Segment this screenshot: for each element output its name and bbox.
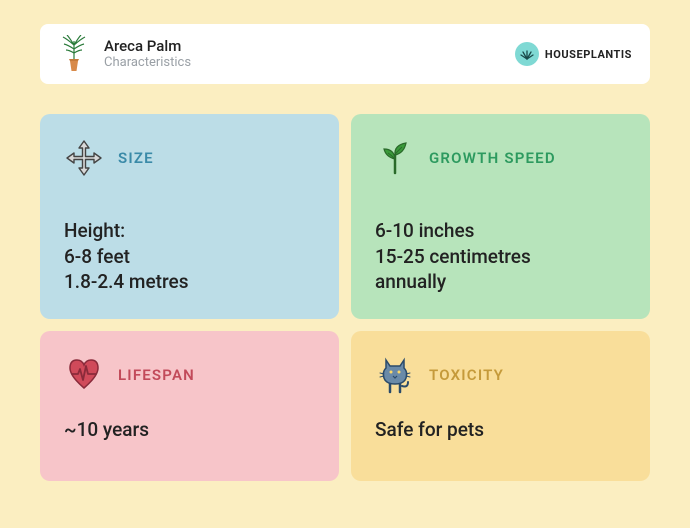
cat-icon bbox=[375, 355, 415, 395]
card-toxicity-body: Safe for pets bbox=[375, 417, 626, 443]
card-size-body: Height: 6-8 feet 1.8-2.4 metres bbox=[64, 218, 315, 295]
brand: HOUSEPLANTIS bbox=[515, 42, 632, 66]
card-grid: SIZE Height: 6-8 feet 1.8-2.4 metres GRO… bbox=[40, 114, 650, 481]
card-lifespan-head: LIFESPAN bbox=[64, 355, 315, 395]
arrows-icon bbox=[64, 138, 104, 178]
card-lifespan: LIFESPAN ~10 years bbox=[40, 331, 339, 481]
heartbeat-icon bbox=[64, 355, 104, 395]
card-size: SIZE Height: 6-8 feet 1.8-2.4 metres bbox=[40, 114, 339, 319]
plant-pot-icon bbox=[58, 34, 90, 74]
card-growth-head: GROWTH SPEED bbox=[375, 138, 626, 178]
card-toxicity-head: TOXICITY bbox=[375, 355, 626, 395]
card-toxicity: TOXICITY Safe for pets bbox=[351, 331, 650, 481]
header-left: Areca Palm Characteristics bbox=[58, 34, 191, 74]
plant-subtitle: Characteristics bbox=[104, 55, 191, 71]
header-text: Areca Palm Characteristics bbox=[104, 37, 191, 71]
card-growth-body: 6-10 inches 15-25 centimetres annually bbox=[375, 218, 626, 295]
brand-logo-icon bbox=[515, 42, 539, 66]
card-growth: GROWTH SPEED 6-10 inches 15-25 centimetr… bbox=[351, 114, 650, 319]
card-lifespan-body: ~10 years bbox=[64, 417, 315, 443]
header-bar: Areca Palm Characteristics HOUSEPLANTIS bbox=[40, 24, 650, 84]
sprout-icon bbox=[375, 138, 415, 178]
card-toxicity-label: TOXICITY bbox=[429, 366, 504, 384]
card-growth-label: GROWTH SPEED bbox=[429, 149, 556, 167]
card-size-label: SIZE bbox=[118, 149, 154, 167]
card-size-head: SIZE bbox=[64, 138, 315, 178]
card-lifespan-label: LIFESPAN bbox=[118, 366, 195, 384]
plant-title: Areca Palm bbox=[104, 37, 191, 55]
brand-name: HOUSEPLANTIS bbox=[545, 48, 632, 61]
